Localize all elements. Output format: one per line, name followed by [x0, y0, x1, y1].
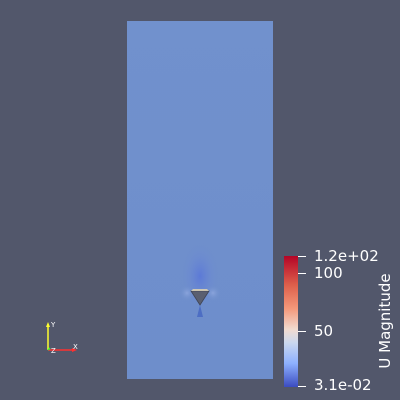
axes-triad: Y X Z	[46, 321, 78, 355]
x-axis-label: X	[73, 343, 78, 351]
z-axis-label: Z	[51, 347, 56, 355]
y-axis-arrow	[46, 322, 50, 327]
colorbar-min-label: 3.1e-02	[314, 376, 372, 394]
accel-region-right	[205, 285, 221, 301]
colorbar-tick-100	[298, 273, 306, 274]
colorbar-tick-min	[298, 386, 306, 387]
flow-domain	[127, 21, 273, 379]
wake-trail	[197, 305, 203, 317]
colorbar-label-100: 100	[314, 264, 343, 282]
colorbar-label-50: 50	[314, 322, 334, 340]
colorbar-tick-max	[298, 256, 306, 257]
velocity-field-plot	[127, 21, 273, 379]
z-axis-line	[47, 347, 51, 351]
obstacle-edge-highlight	[191, 289, 209, 291]
accel-region-left	[179, 285, 195, 301]
field-background	[127, 21, 273, 379]
x-axis-arrow	[72, 348, 77, 352]
colorbar-title: U Magnitude	[376, 273, 394, 369]
y-axis-label: Y	[50, 321, 56, 329]
colorbar-tick-50	[298, 331, 306, 332]
orientation-axes: Y X Z	[40, 318, 84, 358]
colorbar-max-label: 1.2e+02	[314, 247, 379, 265]
color-legend-bar	[284, 256, 298, 387]
